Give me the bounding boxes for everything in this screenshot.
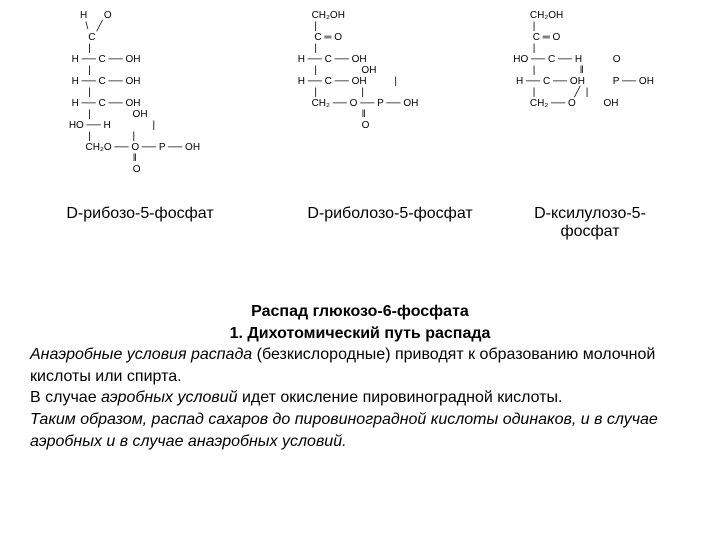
paragraph-1: Анаэробные условия распада (безкислородн… xyxy=(30,344,690,387)
paragraph-3: Таким образом, распад сахаров до пировин… xyxy=(30,409,690,452)
text-anaerobic: Анаэробные условия распада xyxy=(30,346,252,363)
label-ribose: D-рибозо-5-фосфат xyxy=(40,205,240,241)
text-line2c: идет окисление пировиноградной кислоты. xyxy=(238,389,563,406)
structure-xylulose: CH₂OH | C ═ O | HO ── C ── H O | ‖ H ── … xyxy=(510,10,653,190)
structure-labels-row: D-рибозо-5-фосфат D-риболозо-5-фосфат D-… xyxy=(0,190,720,241)
chemical-structures-row: H O \ ╱ C | H ── C ── OH | H ── C ── OH … xyxy=(0,0,720,190)
text-line2a: В случае xyxy=(30,389,101,406)
structure-ribose: H O \ ╱ C | H ── C ── OH | H ── C ── OH … xyxy=(66,10,200,190)
section-title: Распад глюкозо-6-фосфата xyxy=(30,301,690,323)
text-aerobic: аэробных условий xyxy=(101,389,237,406)
text-content: Распад глюкозо-6-фосфата 1. Дихотомическ… xyxy=(0,241,720,452)
section-subtitle: 1. Дихотомический путь распада xyxy=(30,323,690,345)
paragraph-2: В случае аэробных условий идет окисление… xyxy=(30,387,690,409)
structure-ribulose: CH₂OH | C ═ O | H ── C ── OH | OH H ── C… xyxy=(292,10,418,190)
label-ribulose: D-риболозо-5-фосфат xyxy=(280,205,500,241)
label-xylulose: D-ксилулозо-5-фосфат xyxy=(510,205,670,241)
